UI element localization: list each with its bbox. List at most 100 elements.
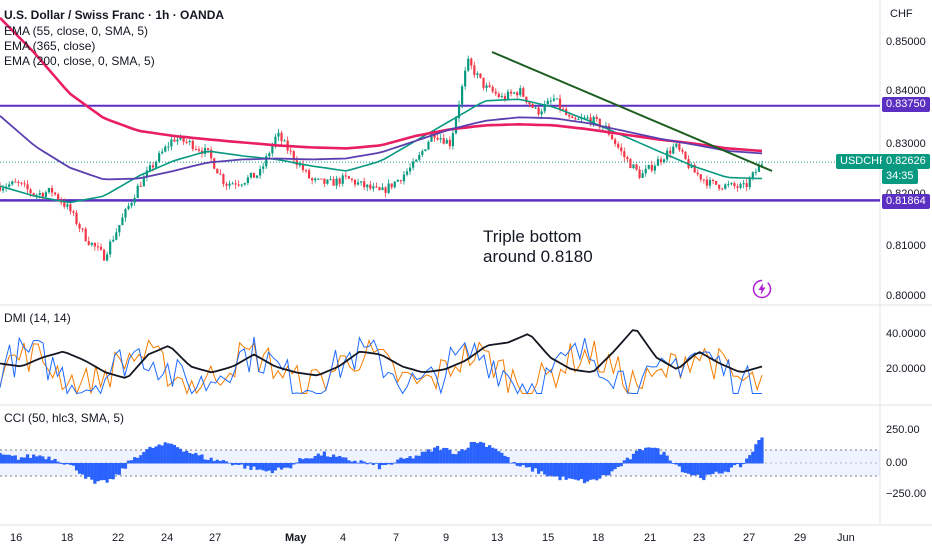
cci-legend[interactable]: CCI (50, hlc3, SMA, 5) [4, 411, 125, 425]
time-tick: May [285, 532, 307, 544]
cci-bar [402, 458, 406, 464]
candle-body [479, 73, 482, 78]
cci-bar [711, 463, 715, 474]
candle-body [274, 136, 277, 146]
candle-body [225, 183, 228, 186]
candle-body [598, 118, 601, 128]
candle-body [353, 179, 357, 185]
candle-body [118, 225, 121, 233]
symbol-tag[interactable]: USDCHF [836, 154, 890, 169]
candle [390, 183, 393, 190]
cci-bar [488, 445, 492, 464]
candle-body [721, 188, 724, 190]
candle-body [106, 254, 109, 261]
candle-body [338, 178, 341, 184]
time-axis[interactable]: 16 18 22 24 27 May 4 7 9 13 15 18 21 23 … [0, 528, 880, 548]
candle [430, 133, 433, 143]
time-tick: 18 [592, 532, 605, 544]
last-price-tag[interactable]: 0.82626 [882, 154, 930, 169]
candle-body [121, 217, 124, 226]
indicator-legend-ema200[interactable]: EMA (200, close, 0, SMA, 5) [4, 54, 155, 68]
candle-body [430, 133, 433, 142]
candle [11, 180, 14, 187]
cci-bar [160, 445, 164, 464]
candle-body [304, 170, 308, 172]
candle [326, 178, 329, 185]
currency-label[interactable]: CHF [890, 8, 913, 20]
cci-bar [163, 442, 167, 464]
candle [659, 156, 663, 166]
cci-bar [481, 442, 486, 464]
candle [259, 165, 262, 179]
candle-body [387, 183, 390, 193]
candle-body [292, 151, 295, 161]
candle [145, 166, 148, 182]
candle-body [454, 118, 458, 134]
candle [620, 143, 623, 156]
candle [26, 180, 29, 194]
candle [142, 172, 145, 187]
indicator-legend-ema365[interactable]: EMA (365, close) [4, 39, 96, 53]
cci-bar [653, 447, 657, 464]
cci-bar [742, 463, 746, 465]
candle [623, 147, 626, 162]
candle [724, 183, 727, 190]
candle-body [592, 116, 595, 124]
candle-body [662, 159, 666, 162]
chart-title[interactable]: U.S. Dollar / Swiss Franc · 1h · OANDA [4, 8, 225, 22]
candle-body [53, 192, 57, 195]
candle-body [69, 204, 72, 212]
candle-body [277, 132, 280, 137]
cci-bar [442, 447, 446, 464]
candle [356, 178, 360, 186]
cci-bar [331, 454, 336, 464]
cci-bar [555, 463, 559, 477]
candle-body [467, 58, 470, 71]
lightning-icon[interactable] [752, 279, 772, 299]
candle [225, 181, 228, 191]
candle-body [1, 188, 5, 191]
cci-bar [613, 463, 617, 470]
candle [191, 139, 194, 152]
cci-bar [659, 454, 663, 464]
candle-body [439, 138, 442, 140]
candle [289, 146, 292, 155]
cci-bar [322, 451, 326, 464]
candle-body [130, 202, 133, 206]
candle [635, 163, 638, 171]
cci-bar [491, 447, 495, 464]
candle-body [271, 145, 274, 154]
annotation-text[interactable]: Triple bottom around 0.8180 [483, 227, 593, 267]
candle-body [167, 146, 170, 148]
candle-body [243, 182, 246, 185]
cci-bar [185, 450, 189, 464]
cci-bar [258, 463, 262, 470]
candle-body [216, 168, 219, 174]
resistance-price-tag[interactable]: 0.83750 [882, 97, 930, 112]
candle-body [350, 178, 354, 180]
support-price-tag[interactable]: 0.81864 [882, 194, 930, 209]
indicator-legend-ema55[interactable]: EMA (55, close, 0, SMA, 5) [4, 24, 149, 38]
candle-body [540, 111, 543, 115]
cci-bar [411, 458, 415, 464]
candle [90, 242, 93, 247]
cci-bar [234, 463, 238, 465]
cci-bar [506, 457, 510, 464]
cci-bar [365, 463, 369, 465]
candle-body [23, 183, 26, 185]
dmi-legend[interactable]: DMI (14, 14) [4, 311, 71, 325]
cci-bar [212, 460, 216, 464]
cci-bar [702, 463, 706, 481]
candle [641, 169, 644, 178]
candle-body [151, 165, 155, 168]
candle-body [44, 192, 48, 197]
candle [158, 150, 161, 164]
cci-bar [154, 446, 158, 464]
candle-body [0, 186, 2, 191]
cci-bar [68, 463, 72, 465]
candle-body [757, 165, 761, 172]
candle-body [681, 149, 684, 152]
cci-bar [41, 456, 45, 464]
cci-bar [426, 449, 431, 464]
